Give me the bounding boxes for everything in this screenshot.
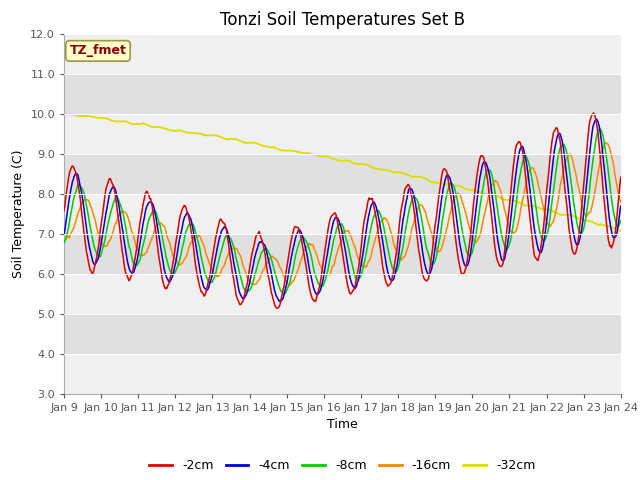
Bar (64, 193, 621, 234)
Bar (64, 313, 621, 354)
Bar (64, 354, 621, 394)
Text: TZ_fmet: TZ_fmet (70, 44, 127, 58)
Legend: -2cm, -4cm, -8cm, -16cm, -32cm: -2cm, -4cm, -8cm, -16cm, -32cm (145, 455, 540, 477)
Bar (64, 73, 621, 114)
Bar (64, 234, 621, 274)
Title: Tonzi Soil Temperatures Set B: Tonzi Soil Temperatures Set B (220, 11, 465, 29)
X-axis label: Time: Time (327, 418, 358, 431)
Bar (64, 154, 621, 193)
Bar (64, 274, 621, 313)
Bar (64, 114, 621, 154)
Bar (64, 34, 621, 73)
Y-axis label: Soil Temperature (C): Soil Temperature (C) (12, 149, 25, 278)
